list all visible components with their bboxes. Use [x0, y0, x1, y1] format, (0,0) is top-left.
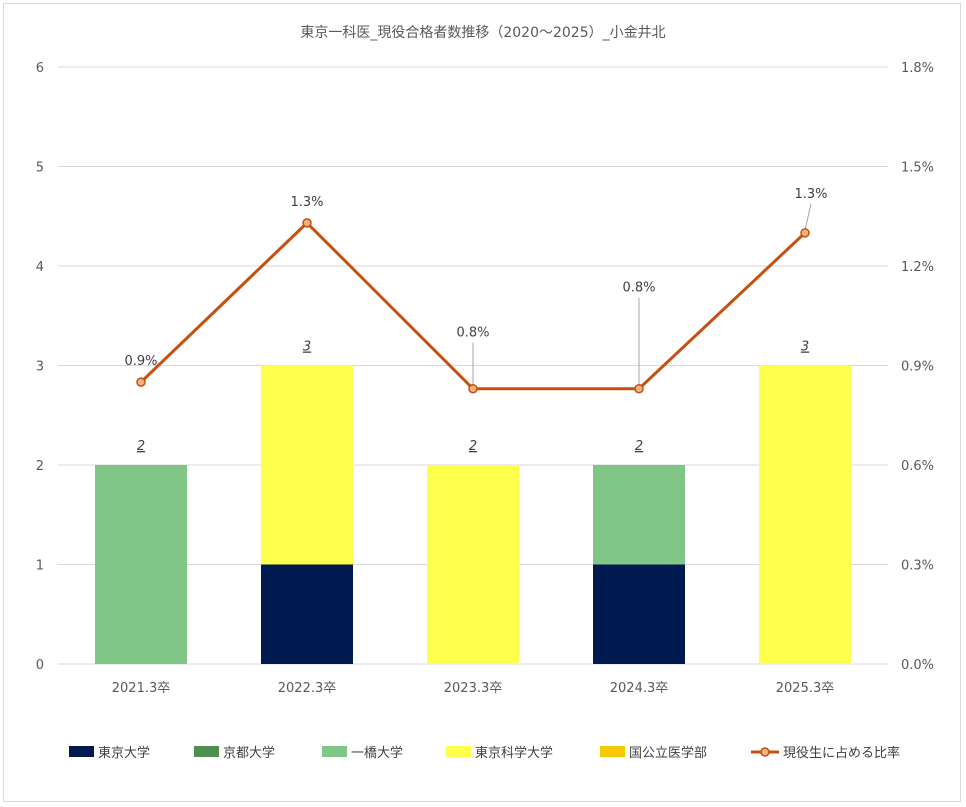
ratio-label: 0.8% — [456, 326, 489, 341]
ratio-label: 0.9% — [124, 354, 157, 369]
y2-tick-label: 0.9% — [901, 360, 934, 375]
y-tick-label: 3 — [36, 360, 44, 375]
ratio-point — [468, 383, 478, 394]
legend: 東京大学 京都大学 一橋大学 東京科学大学 国公立医学部 現役生に占める比率 — [69, 745, 900, 761]
x-tick-label: 2024.3卒 — [610, 681, 669, 696]
y2-tick-label: 1.5% — [901, 161, 934, 176]
legend-swatch — [322, 746, 347, 757]
leader-lines — [472, 203, 812, 386]
x-tick-label: 2023.3卒 — [444, 681, 503, 696]
bar-total-label: 3 — [303, 340, 311, 355]
bars — [95, 365, 851, 664]
y-tick-label: 2 — [36, 459, 44, 474]
y2-tick-label: 0.6% — [901, 459, 934, 474]
ratio-line: 0.9% 1.3% 0.8% 0.8% 1.3% — [124, 187, 828, 394]
bar-segment — [261, 365, 353, 565]
ratio-label: 0.8% — [622, 281, 655, 296]
bar-total-label: 2 — [469, 439, 477, 454]
y-axis-left: 0 1 2 3 4 5 6 — [36, 61, 44, 673]
y-tick-label: 6 — [36, 61, 44, 76]
x-axis: 2021.3卒 2022.3卒 2023.3卒 2024.3卒 2025.3卒 — [112, 681, 835, 696]
legend-label: 東京大学 — [98, 745, 150, 761]
legend-swatch — [194, 746, 219, 757]
bar-total-label: 2 — [635, 439, 643, 454]
bar-segment — [593, 465, 685, 565]
legend-label: 一橋大学 — [351, 745, 403, 761]
legend-swatch — [69, 746, 94, 757]
ratio-point — [136, 377, 146, 387]
y2-tick-label: 1.2% — [901, 260, 934, 275]
ratio-point — [800, 228, 810, 238]
y2-tick-label: 1.8% — [901, 61, 934, 76]
x-tick-label: 2025.3卒 — [776, 681, 835, 696]
bar-total-label: 2 — [137, 439, 145, 454]
bar-segment — [95, 465, 187, 664]
bar-segment — [759, 365, 851, 664]
y-tick-label: 4 — [36, 260, 44, 275]
chart-title: 東京一科医_現役合格者数推移（2020～2025）_小金井北 — [300, 25, 665, 41]
ratio-label: 1.3% — [290, 195, 323, 210]
x-tick-label: 2022.3卒 — [278, 681, 337, 696]
total-labels: 2 3 2 2 3 — [137, 340, 809, 455]
gridlines — [58, 66, 888, 665]
ratio-label: 1.3% — [794, 187, 827, 202]
ratio-point — [634, 383, 644, 394]
x-tick-label: 2021.3卒 — [112, 681, 171, 696]
bar-segment — [427, 465, 519, 664]
y-axis-right: 0.0% 0.3% 0.6% 0.9% 1.2% 1.5% 1.8% — [901, 61, 934, 673]
legend-label: 現役生に占める比率 — [783, 745, 900, 761]
legend-swatch — [446, 746, 471, 757]
y-tick-label: 5 — [36, 161, 44, 176]
bar-segment — [593, 564, 685, 664]
legend-label: 国公立医学部 — [629, 745, 707, 761]
y2-tick-label: 0.0% — [901, 658, 934, 673]
legend-swatch — [600, 746, 625, 757]
leader-line — [804, 203, 812, 230]
y-tick-label: 1 — [36, 559, 44, 574]
y2-tick-label: 0.3% — [901, 559, 934, 574]
legend-label: 京都大学 — [223, 745, 275, 761]
y-tick-label: 0 — [36, 658, 44, 673]
legend-label: 東京科学大学 — [475, 745, 553, 761]
legend-line-marker — [760, 747, 770, 757]
bar-segment — [261, 564, 353, 664]
ratio-point — [302, 218, 312, 228]
bar-total-label: 3 — [801, 340, 809, 355]
